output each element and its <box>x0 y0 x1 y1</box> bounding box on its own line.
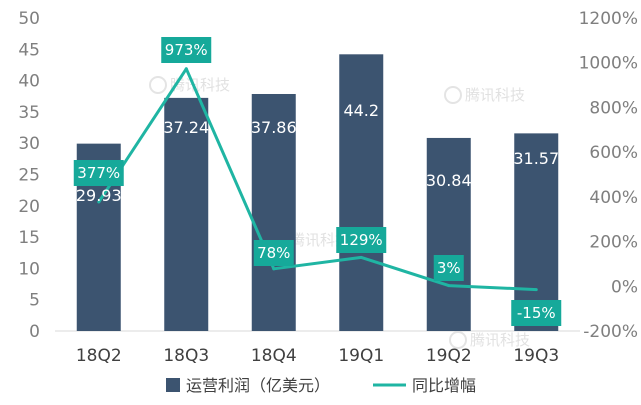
line-value-text: -15% <box>517 304 556 322</box>
watermark: 腾讯科技 <box>149 76 230 94</box>
y-left-tick-label: 20 <box>18 197 40 217</box>
y-left-tick-label: 0 <box>29 322 40 342</box>
y-right-tick-label: 400% <box>589 188 638 208</box>
bar <box>164 97 209 332</box>
y-left-tick-label: 50 <box>18 9 40 29</box>
y-left-tick-label: 30 <box>18 134 40 154</box>
line-value-label: 78% <box>253 240 294 266</box>
watermark-text: 腾讯科技 <box>290 231 350 249</box>
axes: 0 5 10 15 20 25 30 35 40 45 50 -200% 0% 200% 400% 600% 8… <box>18 9 638 366</box>
bar-value-label: 29.93 <box>76 186 122 205</box>
line-value-box <box>253 240 294 266</box>
line-value-text: 377% <box>77 164 120 182</box>
y-right-tick-label: -200% <box>583 322 638 342</box>
line-value-text: 129% <box>340 231 383 249</box>
x-tick-label: 18Q2 <box>76 346 122 366</box>
watermark-logo-icon <box>149 76 167 94</box>
bars <box>76 54 559 332</box>
watermark: 腾讯科技 <box>444 86 525 104</box>
line-value-text: 3% <box>437 259 461 277</box>
legend: 运营利润（亿美元） 同比增幅 <box>166 376 476 395</box>
y-left-tick-label: 45 <box>18 40 40 60</box>
line-point <box>534 288 538 292</box>
bar-value-label: 30.84 <box>426 171 472 190</box>
x-tick-label: 19Q2 <box>426 346 472 366</box>
bar-value-label: 37.86 <box>251 118 297 137</box>
bar-value-label: 31.57 <box>513 149 559 168</box>
watermark-logo-icon <box>449 331 467 349</box>
bar-value-label: 37.24 <box>163 118 209 137</box>
line-point <box>272 267 276 271</box>
bar <box>514 133 559 331</box>
line-value-label: 377% <box>73 160 124 186</box>
growth-line <box>97 67 537 292</box>
line-point <box>359 255 363 259</box>
y-right-tick-label: 800% <box>589 98 638 118</box>
line-value-text: 973% <box>165 41 208 59</box>
line-series <box>97 67 538 292</box>
bar-value-label: 44.2 <box>343 101 379 120</box>
y-right-tick-label: 0% <box>611 277 638 297</box>
y-right-tick-label: 600% <box>589 143 638 163</box>
line-value-label: 129% <box>336 227 387 253</box>
line-value-text: 78% <box>257 244 290 262</box>
line-value-box <box>511 300 562 326</box>
x-tick-label: 19Q1 <box>338 346 384 366</box>
y-left-tick-label: 25 <box>18 166 40 186</box>
x-tick-label: 18Q3 <box>163 346 209 366</box>
line-point <box>184 67 188 71</box>
y-left-tick-label: 40 <box>18 72 40 92</box>
line-value-label: 973% <box>161 37 212 63</box>
y-right-tick-label: 1200% <box>579 9 638 29</box>
y-right-tick-label: 1000% <box>579 54 638 74</box>
y-left-tick-label: 5 <box>29 291 40 311</box>
watermark-text: 腾讯科技 <box>465 86 525 104</box>
legend-bar-label: 运营利润（亿美元） <box>186 376 330 395</box>
data-labels: 29.93 37.24 37.86 44.2 30.84 31.57 377% 973% 78%… <box>73 37 562 326</box>
y-left-tick-label: 10 <box>18 259 40 279</box>
legend-line-label: 同比增幅 <box>412 376 476 395</box>
line-value-label: -15% <box>511 300 562 326</box>
bar <box>426 137 471 331</box>
line-value-box <box>73 160 124 186</box>
bar <box>251 93 296 331</box>
watermark-text: 腾讯科技 <box>470 331 530 349</box>
y-right-tick-label: 200% <box>589 233 638 253</box>
line-value-box <box>336 227 387 253</box>
legend-bar-swatch <box>166 378 180 392</box>
x-tick-label: 18Q4 <box>251 346 297 366</box>
watermark-text: 腾讯科技 <box>170 76 230 94</box>
line-point <box>97 200 101 204</box>
line-value-box <box>161 37 212 63</box>
watermark-logo-icon <box>444 86 462 104</box>
line-value-label: 3% <box>433 255 464 281</box>
watermark: 腾讯科技 <box>449 331 530 349</box>
y-left-tick-label: 15 <box>18 228 40 248</box>
line-point <box>447 284 451 288</box>
line-value-box <box>433 255 464 281</box>
x-tick-label: 19Q3 <box>513 346 559 366</box>
y-left-tick-label: 35 <box>18 103 40 123</box>
bar <box>339 54 384 332</box>
